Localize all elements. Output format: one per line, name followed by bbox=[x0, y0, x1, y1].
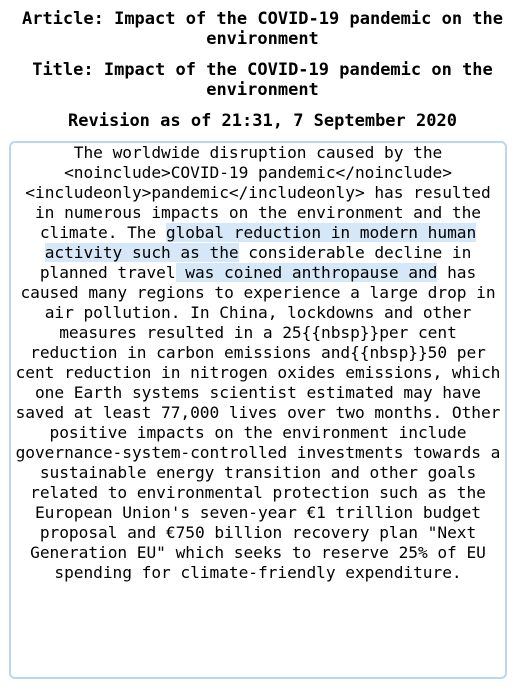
revision-timestamp: Revision as of 21:31, 7 September 2020 bbox=[68, 111, 457, 131]
text-segment: considerable decline in planned travel bbox=[39, 243, 472, 282]
document-title: Title: Impact of the COVID-19 pandemic o… bbox=[32, 60, 493, 100]
article-text-box: The worldwide disruption caused by the <… bbox=[9, 141, 507, 679]
text-segment: has caused many regions to experience a … bbox=[15, 263, 501, 582]
article-header: Article: Impact of the COVID-19 pandemic… bbox=[0, 9, 525, 131]
text-segment: The worldwide disruption caused by the <… bbox=[25, 143, 491, 242]
highlighted-text: was coined anthropause and bbox=[175, 263, 438, 282]
article-title: Article: Impact of the COVID-19 pandemic… bbox=[21, 9, 504, 49]
article-paragraph: The worldwide disruption caused by the <… bbox=[13, 143, 503, 583]
